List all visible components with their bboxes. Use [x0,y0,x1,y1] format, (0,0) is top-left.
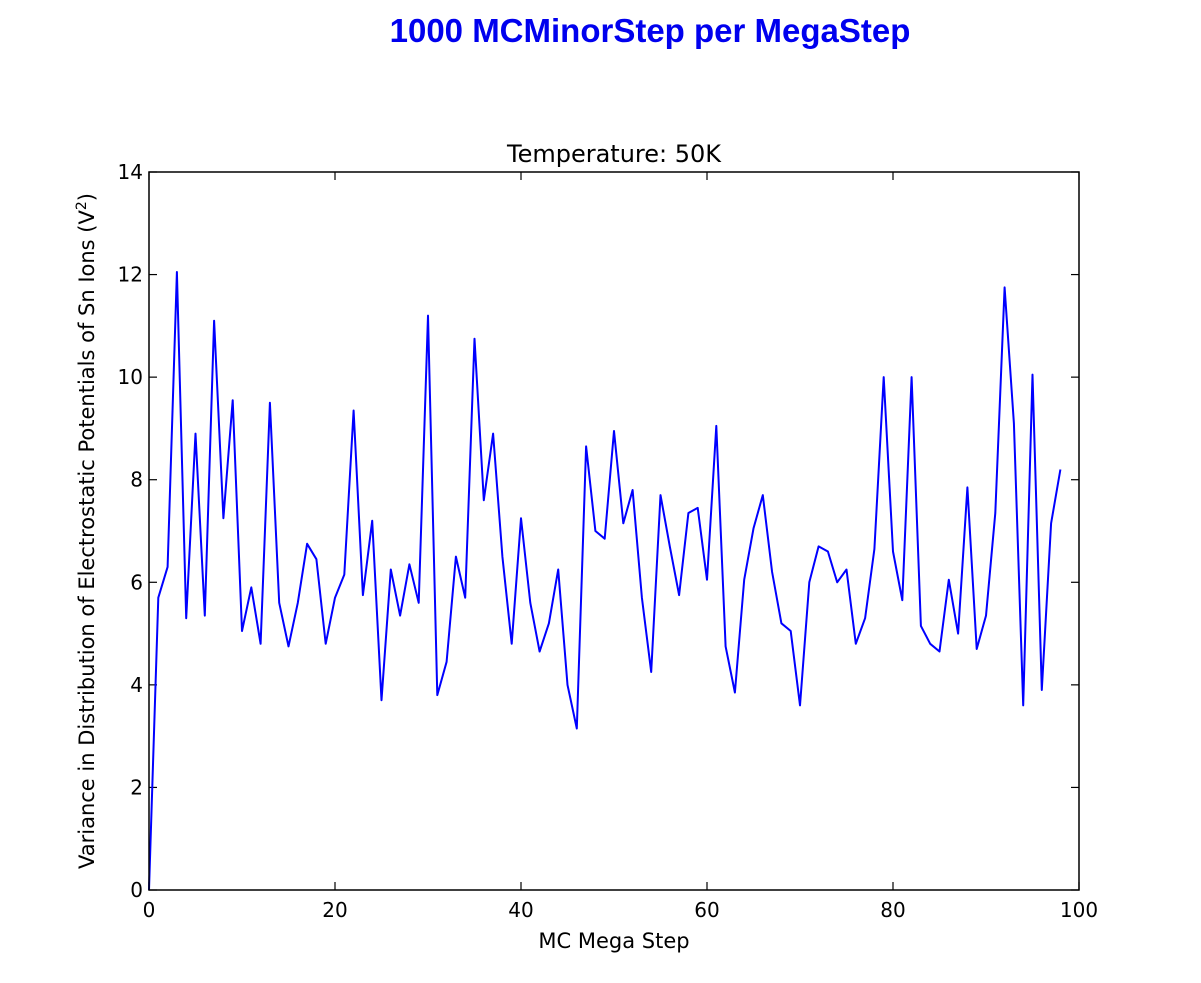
x-axis-ticks: 0 20 40 60 80 100 [143,172,1098,922]
x-tick-label: 80 [880,898,905,922]
x-tick-label: 20 [322,898,347,922]
y-tick-label: 0 [130,878,143,902]
x-tick-label: 100 [1060,898,1098,922]
plot-frame [148,171,1080,891]
y-axis-label: Variance in Distribution of Electrostati… [74,193,99,869]
x-tick-label: 0 [143,898,156,922]
series-line [148,271,1062,891]
y-axis-ticks: 0 2 4 6 8 10 12 14 [118,160,1079,902]
y-tick-label: 8 [130,468,143,492]
y-tick-label: 2 [130,775,143,799]
x-axis-label: MC Mega Step [538,929,689,953]
y-tick-label: 4 [130,673,143,697]
y-axis-label-superscript: 2 [74,201,90,210]
x-tick-label: 40 [508,898,533,922]
y-tick-label: 10 [118,365,143,389]
y-axis-label-text: Variance in Distribution of Electrostati… [75,210,99,869]
plot-title: Temperature: 50K [506,140,722,168]
y-axis-label-tail: ) [75,193,99,201]
y-tick-label: 12 [118,263,143,287]
y-tick-label: 14 [118,160,143,184]
y-tick-label: 6 [130,570,143,594]
page-heading: 1000 MCMinorStep per MegaStep [389,12,911,49]
x-tick-label: 60 [694,898,719,922]
